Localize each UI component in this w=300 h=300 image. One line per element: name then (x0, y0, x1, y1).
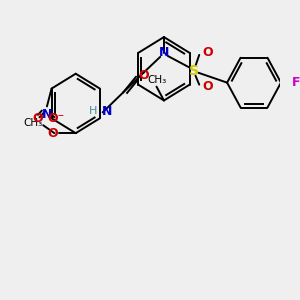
Text: O: O (32, 112, 43, 125)
Text: H: H (89, 106, 97, 116)
Text: O: O (202, 46, 213, 59)
Text: CH₃: CH₃ (147, 75, 166, 85)
Text: F: F (292, 76, 300, 89)
Text: O: O (138, 69, 148, 82)
Text: N: N (102, 105, 112, 118)
Text: O: O (47, 127, 58, 140)
Text: O: O (202, 80, 213, 93)
Text: S: S (189, 64, 199, 78)
Text: N: N (42, 108, 52, 122)
Text: O⁻: O⁻ (48, 112, 65, 125)
Text: N: N (159, 46, 169, 59)
Text: CH₃: CH₃ (23, 118, 42, 128)
